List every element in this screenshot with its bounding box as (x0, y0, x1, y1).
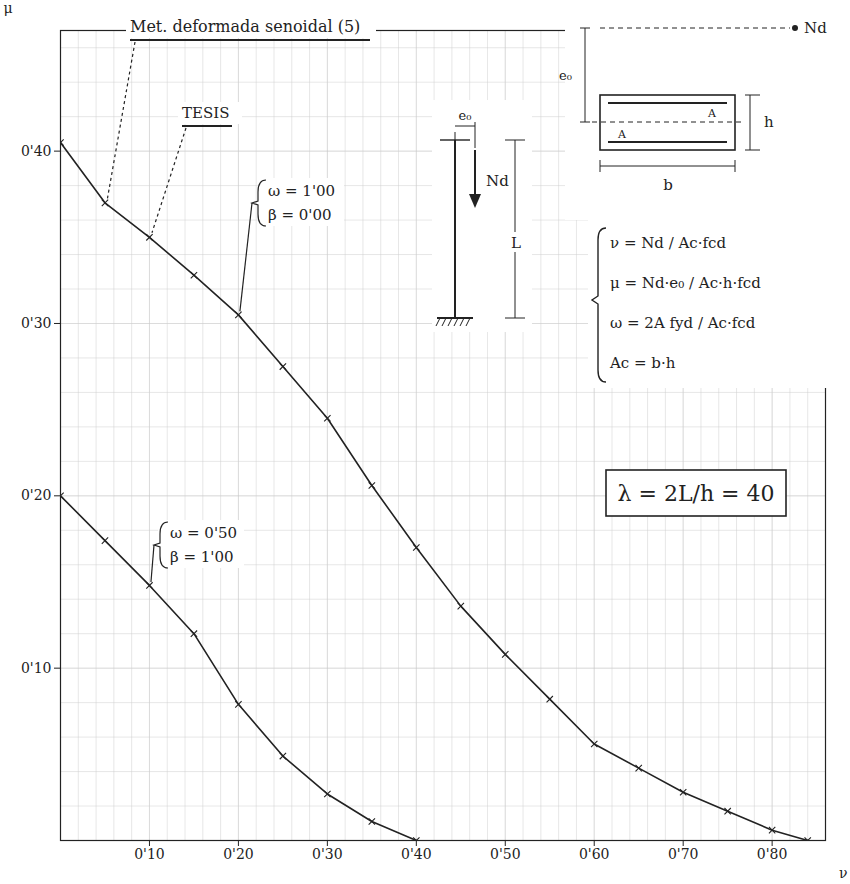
svg-text:ω = 2A fyd / Ac·fcd: ω = 2A fyd / Ac·fcd (610, 314, 756, 332)
svg-text:ω = 1'00: ω = 1'00 (268, 182, 335, 200)
svg-text:e₀: e₀ (459, 108, 472, 123)
svg-text:0'30: 0'30 (21, 315, 52, 331)
svg-text:b: b (663, 176, 673, 194)
svg-text:e₀: e₀ (559, 68, 572, 83)
svg-text:λ = 2L/h = 40: λ = 2L/h = 40 (618, 481, 775, 506)
svg-text:0'50: 0'50 (490, 846, 521, 862)
svg-text:0'40: 0'40 (401, 846, 432, 862)
svg-text:0'10: 0'10 (21, 660, 52, 676)
svg-text:0'30: 0'30 (312, 846, 343, 862)
svg-text:L: L (511, 234, 521, 252)
svg-text:Nd: Nd (486, 172, 509, 190)
svg-text:0'20: 0'20 (21, 487, 52, 503)
svg-text:Nd: Nd (804, 19, 827, 37)
svg-text:μ: μ (4, 0, 13, 16)
svg-text:ω = 0'50: ω = 0'50 (170, 524, 237, 542)
svg-text:β = 0'00: β = 0'00 (268, 206, 332, 224)
svg-text:A: A (617, 128, 627, 141)
svg-text:A: A (707, 107, 717, 120)
svg-text:0'20: 0'20 (223, 846, 254, 862)
svg-text:Ac = b·h: Ac = b·h (609, 354, 676, 372)
svg-text:ν: ν (839, 865, 848, 881)
svg-text:0'40: 0'40 (21, 143, 52, 159)
svg-text:0'60: 0'60 (579, 846, 610, 862)
svg-text:0'10: 0'10 (134, 846, 165, 862)
svg-text:Met. deformada senoidal (5): Met. deformada senoidal (5) (130, 17, 360, 36)
svg-text:β = 1'00: β = 1'00 (170, 548, 234, 566)
svg-text:0'80: 0'80 (757, 846, 788, 862)
svg-text:TESIS: TESIS (182, 104, 229, 122)
svg-text:μ = Nd·e₀ / Ac·h·fcd: μ = Nd·e₀ / Ac·h·fcd (610, 274, 761, 292)
svg-text:ν = Nd / Ac·fcd: ν = Nd / Ac·fcd (610, 234, 726, 252)
svg-text:h: h (764, 113, 774, 131)
svg-text:0'70: 0'70 (668, 846, 699, 862)
